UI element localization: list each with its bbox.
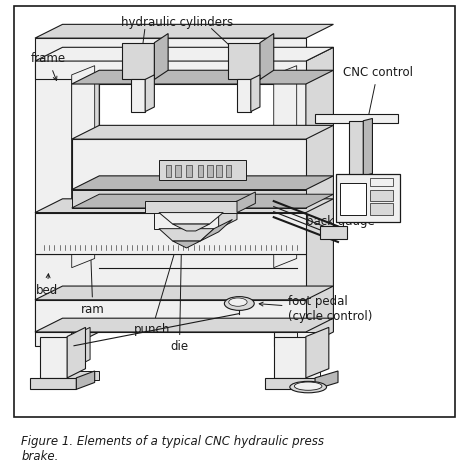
Ellipse shape xyxy=(224,297,254,310)
Polygon shape xyxy=(72,176,333,189)
Polygon shape xyxy=(237,192,255,212)
Polygon shape xyxy=(273,61,306,346)
Ellipse shape xyxy=(294,382,322,390)
Polygon shape xyxy=(35,61,72,346)
Text: foot pedal
(cycle control): foot pedal (cycle control) xyxy=(259,295,372,323)
Polygon shape xyxy=(336,173,400,222)
Bar xyxy=(370,178,393,186)
Polygon shape xyxy=(99,84,297,268)
Polygon shape xyxy=(39,337,67,378)
Polygon shape xyxy=(173,224,210,231)
Text: frame: frame xyxy=(30,52,65,80)
Polygon shape xyxy=(35,24,333,38)
Text: CNC control: CNC control xyxy=(343,66,412,170)
Polygon shape xyxy=(349,121,363,176)
Polygon shape xyxy=(264,378,315,389)
Polygon shape xyxy=(72,70,333,84)
Polygon shape xyxy=(35,199,333,212)
Polygon shape xyxy=(297,332,319,385)
Text: punch: punch xyxy=(134,239,179,336)
Polygon shape xyxy=(131,79,145,111)
Bar xyxy=(226,165,231,177)
Polygon shape xyxy=(72,189,306,208)
Text: die: die xyxy=(171,226,189,353)
Bar xyxy=(166,165,171,177)
Ellipse shape xyxy=(290,381,327,393)
Bar xyxy=(14,6,455,417)
Bar xyxy=(370,189,393,201)
Polygon shape xyxy=(35,38,306,79)
Polygon shape xyxy=(30,378,76,389)
Polygon shape xyxy=(72,66,95,268)
Polygon shape xyxy=(201,219,232,241)
Polygon shape xyxy=(219,201,237,229)
Polygon shape xyxy=(237,79,251,111)
Polygon shape xyxy=(35,212,306,254)
Polygon shape xyxy=(228,43,260,79)
Bar xyxy=(207,165,213,177)
Polygon shape xyxy=(145,201,237,212)
Polygon shape xyxy=(159,160,246,180)
Polygon shape xyxy=(35,47,333,61)
Polygon shape xyxy=(159,212,223,224)
Polygon shape xyxy=(72,125,333,139)
Polygon shape xyxy=(72,47,99,346)
Polygon shape xyxy=(35,286,333,300)
Bar xyxy=(340,183,365,215)
Polygon shape xyxy=(72,328,90,368)
Bar xyxy=(186,165,192,177)
Polygon shape xyxy=(315,371,338,389)
Text: Figure 1. Elements of a typical CNC hydraulic press
brake.: Figure 1. Elements of a typical CNC hydr… xyxy=(21,435,324,463)
Polygon shape xyxy=(35,300,306,332)
Polygon shape xyxy=(159,229,214,241)
Polygon shape xyxy=(260,33,273,79)
Polygon shape xyxy=(155,208,219,229)
Bar xyxy=(198,165,203,177)
Polygon shape xyxy=(273,66,297,268)
Polygon shape xyxy=(251,75,260,111)
Bar xyxy=(370,204,393,215)
Polygon shape xyxy=(35,318,333,332)
Text: hydraulic cylinders: hydraulic cylinders xyxy=(121,16,233,29)
Polygon shape xyxy=(35,254,306,300)
Polygon shape xyxy=(319,227,347,239)
Bar xyxy=(216,165,222,177)
Polygon shape xyxy=(72,194,333,208)
Bar xyxy=(175,165,181,177)
Polygon shape xyxy=(72,139,306,189)
Text: ram: ram xyxy=(81,177,105,315)
Polygon shape xyxy=(145,75,155,111)
Polygon shape xyxy=(273,337,306,378)
Polygon shape xyxy=(363,118,373,176)
Polygon shape xyxy=(315,114,398,123)
Polygon shape xyxy=(63,371,99,380)
Polygon shape xyxy=(173,241,201,248)
Polygon shape xyxy=(67,328,85,378)
Polygon shape xyxy=(76,371,95,389)
Text: bed: bed xyxy=(36,274,58,297)
Polygon shape xyxy=(155,33,168,79)
Polygon shape xyxy=(306,328,329,378)
Polygon shape xyxy=(122,43,155,79)
Polygon shape xyxy=(306,47,333,346)
Ellipse shape xyxy=(229,298,247,306)
Text: back gauge: back gauge xyxy=(282,209,374,228)
